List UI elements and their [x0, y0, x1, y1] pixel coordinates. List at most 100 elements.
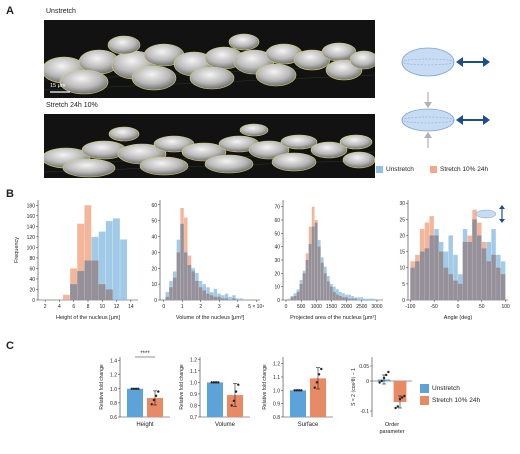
data-point [387, 370, 390, 374]
x-tick-label: -100 [405, 304, 415, 310]
bar-overlap [477, 235, 482, 300]
x-axis-label: Projected area of the nucleus [μm²] [290, 315, 376, 321]
bar-overlap [180, 223, 184, 300]
bar-overlap [206, 293, 210, 300]
bar-overlap [84, 260, 92, 300]
data-point [230, 404, 233, 407]
barplot-2: 0.7 0.8 0.9 1.0 1.1 1.2 Volume Relative fold ch… [179, 357, 250, 428]
bar-unstretch [165, 292, 169, 300]
bar-overlap [165, 296, 169, 300]
x-tick-label: 3000 [371, 304, 382, 310]
legend-c-label-stretch: Stretch 10% 24h [432, 397, 481, 404]
x-tick-label: 14 [128, 304, 134, 310]
x-tick-label: 5 × 10⁴ [248, 304, 264, 310]
bar-overlap [351, 298, 354, 300]
y-tick-label: 0.9 [190, 392, 197, 398]
y-tick-label: 30 [151, 250, 157, 256]
bar-overlap [333, 292, 336, 300]
y-tick-label: 140 [27, 224, 36, 230]
x-tick-label: 2500 [356, 304, 367, 310]
data-point [295, 389, 299, 392]
x-tick-label: -50 [431, 304, 438, 310]
bar-overlap [98, 284, 106, 300]
bar-overlap [305, 260, 309, 300]
double-arrow-icon-2 [456, 115, 490, 125]
data-point [403, 394, 406, 398]
bar-unstretch [342, 293, 345, 300]
bar-stretch [393, 381, 407, 402]
data-point [150, 403, 153, 406]
bar-unstretch [360, 297, 364, 300]
data-point [132, 387, 136, 390]
bar-unstretch [372, 298, 376, 300]
y-tick-label: 0.7 [190, 415, 197, 421]
y-tick-label: 0 [277, 298, 280, 304]
y-tick-label: 1.0 [110, 387, 117, 393]
y-tick-label: 0 [402, 298, 405, 304]
y-axis-label: Relative fold change [99, 364, 105, 410]
bar-overlap [172, 277, 177, 300]
x-tick-label: 8 [87, 304, 90, 310]
bar-overlap [472, 219, 477, 300]
data-point [293, 389, 296, 392]
y-tick-label: 1.2 [190, 357, 197, 363]
bar-overlap [345, 297, 348, 300]
bar-overlap [491, 254, 496, 300]
data-point [300, 389, 303, 392]
data-point [210, 381, 213, 384]
bar-unstretch [348, 294, 351, 300]
y-tick-label: 40 [274, 245, 280, 251]
bar-overlap [415, 261, 420, 300]
y-axis-label: S = 2 ⟨cos²θ⟩ − 1 [351, 368, 357, 406]
stretch-image-label: Stretch 24h 10% [46, 102, 98, 109]
bar-unstretch [363, 298, 367, 300]
x-axis-label: Volume [215, 422, 236, 428]
bar-overlap [224, 298, 229, 300]
y-axis-label: Frequency [14, 237, 20, 263]
y-axis-label: Relative fold change [179, 364, 185, 410]
x-axis-label: Surface [298, 422, 319, 428]
bar-unstretch [235, 298, 240, 300]
bar-overlap [77, 271, 85, 300]
data-point [217, 381, 220, 384]
data-point [154, 394, 158, 398]
y-tick-label: 1.1 [273, 375, 280, 381]
data-point [313, 386, 316, 389]
bar-stretch [63, 294, 70, 300]
x-tick-label: 2000 [341, 304, 352, 310]
data-point [317, 373, 321, 376]
x-tick-label: 12 [114, 304, 120, 310]
y-tick-label: 0.8 [110, 401, 117, 407]
data-point [385, 373, 388, 377]
bar-overlap [91, 260, 99, 300]
bar-unstretch [453, 254, 458, 300]
bar-overlap [424, 248, 430, 300]
y-tick-label: 50 [151, 219, 157, 225]
bar-unstretch [98, 231, 106, 300]
bar-overlap [458, 283, 463, 300]
x-axis-label: Volume of the nucleus [μm³] [176, 315, 245, 321]
bar-unstretch [113, 218, 120, 300]
bar-unstretch [287, 298, 291, 300]
legend-c-label-unstretch: Unstretch [432, 385, 460, 392]
bar-overlap [202, 290, 206, 300]
bar-overlap [296, 292, 300, 300]
x-tick-label: 50 [479, 304, 485, 310]
bar-overlap [213, 296, 218, 300]
bar-overlap [314, 222, 318, 300]
y-tick-label: 0 [154, 298, 157, 304]
bar-overlap [434, 235, 439, 300]
y-tick-label: 180 [27, 203, 36, 209]
legend-unstretch: Unstretch [376, 166, 414, 173]
bar-unstretch [207, 382, 223, 417]
y-tick-label: 25 [399, 217, 405, 223]
y-tick-label: 1.2 [273, 362, 280, 368]
bar-overlap [232, 298, 236, 300]
bar-overlap [311, 226, 315, 300]
barplot-3: 0.8 0.9 1.0 1.1 1.2 Surface Relative fold chan… [262, 357, 333, 428]
y-tick-label: 1.4 [110, 359, 117, 365]
legend-c-stretch: Stretch 10% 24h [420, 396, 480, 405]
legend-swatch-stretch [430, 166, 437, 173]
x-tick-label: 1000 [311, 304, 322, 310]
